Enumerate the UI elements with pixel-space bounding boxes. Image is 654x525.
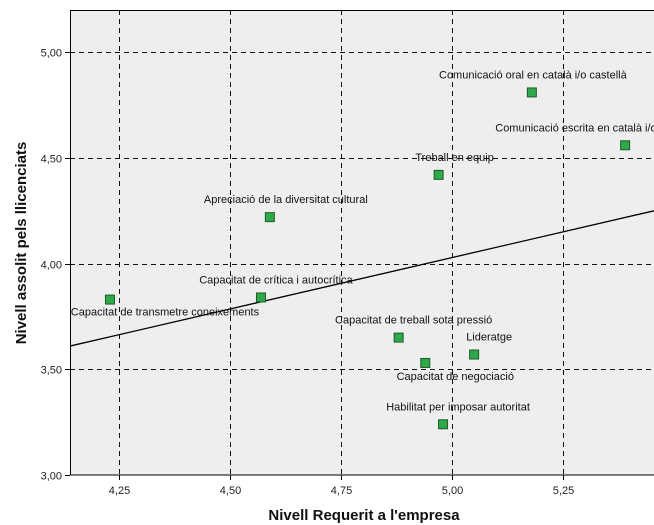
data-point xyxy=(469,349,480,360)
data-points xyxy=(104,87,631,430)
plot-background xyxy=(70,10,654,475)
data-point-label: Capacitat de crítica i autocrítica xyxy=(199,274,353,286)
y-tick-label: 3,50 xyxy=(41,365,62,377)
data-point-label: Capacitat de transmetre coneixements xyxy=(71,307,260,319)
data-point-label: Habilitat per imposar autoritat xyxy=(386,401,530,413)
data-point-label: Treball en equip xyxy=(415,152,493,164)
data-point xyxy=(526,87,537,98)
data-point xyxy=(438,419,449,430)
x-axis-ticks: 4,25 4,50 4,75 5,00 5,25 xyxy=(109,475,574,497)
x-axis-title: Nivell Requerit a l'empresa xyxy=(268,507,460,524)
data-point xyxy=(393,332,404,343)
y-tick-label: 5,00 xyxy=(41,48,62,60)
grid-lines xyxy=(70,10,654,475)
data-point xyxy=(104,294,115,305)
data-point-label: Lideratge xyxy=(466,332,512,344)
x-tick-label: 4,75 xyxy=(331,485,352,497)
data-point xyxy=(255,292,266,303)
data-point xyxy=(420,357,431,368)
data-point-label: Comunicació escrita en català i/o castel… xyxy=(495,122,654,134)
plot-frame xyxy=(70,10,654,476)
x-tick-label: 5,00 xyxy=(442,485,463,497)
data-point-label: Apreciació de la diversitat cultural xyxy=(204,194,368,206)
data-point xyxy=(433,169,444,180)
x-tick-label: 5,25 xyxy=(553,485,574,497)
point-labels: Comunicació oral en català i/o castellà C… xyxy=(71,69,654,413)
y-tick-label: 3,00 xyxy=(41,471,62,483)
x-tick-label: 4,25 xyxy=(109,485,130,497)
y-axis-title: Nivell assolit pels llicenciats xyxy=(13,142,30,345)
data-point-label: Comunicació oral en català i/o castellà xyxy=(439,69,628,81)
y-axis-ticks: 3,00 3,50 4,00 4,50 5,00 xyxy=(41,48,70,483)
x-tick-label: 4,50 xyxy=(220,485,241,497)
y-tick-label: 4,00 xyxy=(41,260,62,272)
fit-line-group xyxy=(69,210,654,347)
data-point-label: Capacitat de treball sota pressió xyxy=(335,315,492,327)
fit-line xyxy=(69,210,654,347)
data-point-label: Capacitat de negociació xyxy=(397,371,514,383)
data-point xyxy=(620,140,631,151)
y-tick-label: 4,50 xyxy=(41,154,62,166)
data-point xyxy=(264,212,275,223)
